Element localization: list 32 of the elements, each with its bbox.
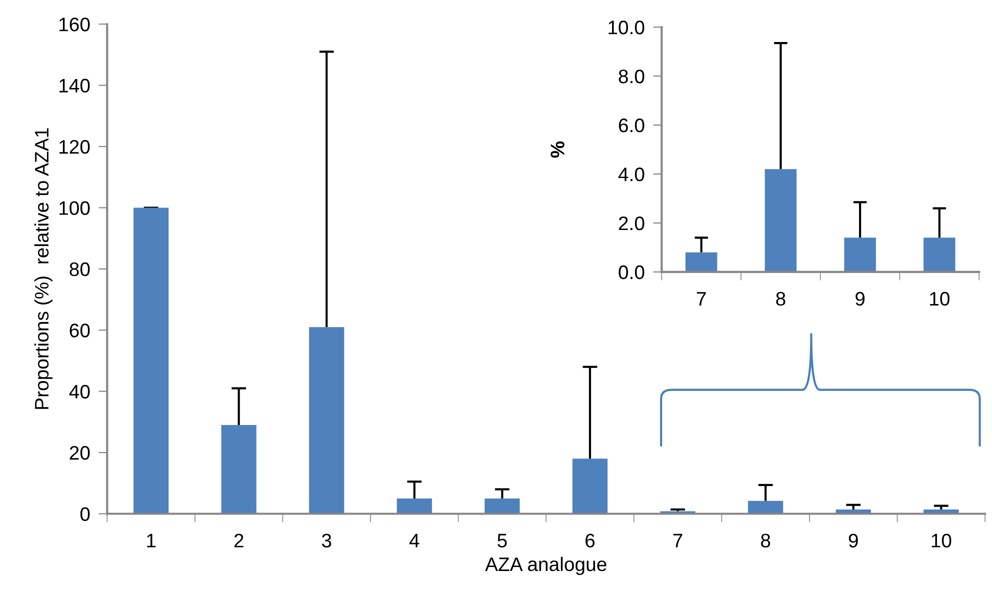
x-tick-label: 9	[856, 292, 865, 306]
y-tick-label: 8.0	[618, 70, 644, 84]
x-tick-label: 4	[409, 534, 420, 548]
y-tick-label: 6.0	[618, 118, 644, 132]
y-tick-label: 4.0	[618, 167, 644, 182]
y-tick-label: 0.0	[618, 265, 644, 280]
x-tick-label: 8	[776, 292, 786, 306]
x-tick-label: 2	[234, 534, 244, 548]
x-tick-label: 7	[673, 534, 682, 548]
y-tick-label: 20	[70, 446, 90, 460]
y-tick-label: 60	[70, 324, 90, 338]
y-tick-label: 160	[60, 18, 90, 32]
x-tick-label: 1	[147, 534, 156, 548]
x-tick-label: 9	[848, 534, 858, 548]
y-tick-label: 10.0	[608, 20, 644, 34]
y-tick-label: 120	[60, 140, 90, 154]
y-tick-label: 40	[69, 384, 90, 399]
x-tick-label: 10	[932, 534, 952, 548]
y-tick-label: 100	[60, 201, 90, 215]
x-tick-label: 5	[498, 534, 507, 548]
x-tick-label: 7	[696, 292, 706, 306]
x-tick-label: 8	[761, 534, 770, 548]
x-tick-label: 3	[322, 534, 332, 548]
y-axis-title: %	[550, 141, 564, 158]
y-tick-label: 80	[70, 262, 90, 276]
x-tick-label: 10	[930, 292, 950, 306]
y-tick-label: 140	[60, 78, 90, 93]
y-tick-label: 2.0	[618, 216, 644, 230]
x-axis-title: AZA analogue	[485, 556, 606, 576]
x-tick-label: 6	[586, 534, 595, 548]
y-axis-title: Proportions (%) relative to AZA1	[34, 128, 52, 409]
y-tick-label: 0	[80, 507, 90, 521]
